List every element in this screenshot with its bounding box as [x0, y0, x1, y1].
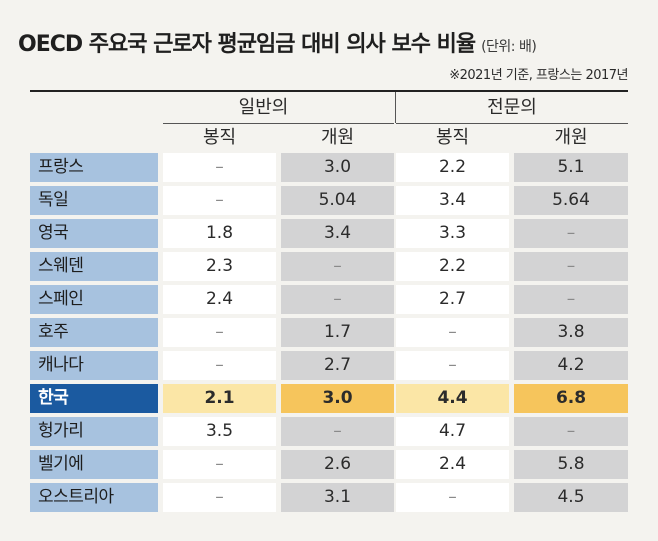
empty-dash: – — [448, 355, 457, 375]
table-row: 한국 2.1 3.0 4.4 6.8 — [30, 384, 628, 413]
empty-dash: – — [215, 190, 224, 210]
table-title: OECD 주요국 근로자 평균임금 대비 의사 보수 비율 — [18, 32, 476, 57]
table-row: 헝가리 3.5 – 4.7 – — [30, 417, 628, 446]
empty-dash: – — [333, 421, 342, 441]
value-cell: 4.4 — [396, 384, 509, 413]
value-cell: – — [163, 186, 276, 215]
value-cell: – — [514, 417, 628, 446]
country-name: 독일 — [30, 186, 158, 215]
value-cell: 5.8 — [514, 450, 628, 479]
empty-dash: – — [333, 256, 342, 276]
value-cell: 4.2 — [514, 351, 628, 380]
country-name: 헝가리 — [30, 417, 158, 446]
value-cell: 4.7 — [396, 417, 509, 446]
value-cell: – — [163, 351, 276, 380]
value-cell: 1.8 — [163, 219, 276, 248]
value-cell: 2.7 — [281, 351, 394, 380]
group-underline-general — [163, 123, 394, 124]
value-cell: – — [514, 252, 628, 281]
value-cell: 3.0 — [281, 153, 394, 182]
country-name: 한국 — [30, 384, 158, 413]
value-cell: 2.4 — [396, 450, 509, 479]
value-cell: 3.4 — [281, 219, 394, 248]
value-cell: 5.64 — [514, 186, 628, 215]
empty-dash: – — [215, 487, 224, 507]
country-name: 호주 — [30, 318, 158, 347]
subheader-general-employed: 봉직 — [202, 127, 237, 148]
table-row: 벨기에 – 2.6 2.4 5.8 — [30, 450, 628, 479]
empty-dash: – — [215, 322, 224, 342]
value-cell: 5.04 — [281, 186, 394, 215]
table-row: 캐나다 – 2.7 – 4.2 — [30, 351, 628, 380]
value-cell: – — [163, 483, 276, 512]
value-cell: 3.0 — [281, 384, 394, 413]
footnote: ※2021년 기준, 프랑스는 2017년 — [449, 68, 628, 83]
empty-dash: – — [333, 289, 342, 309]
table-row: 독일 – 5.04 3.4 5.64 — [30, 186, 628, 215]
value-cell: 2.3 — [163, 252, 276, 281]
group-header-specialist: 전문의 — [487, 97, 537, 118]
value-cell: 3.8 — [514, 318, 628, 347]
value-cell: 3.5 — [163, 417, 276, 446]
empty-dash: – — [215, 454, 224, 474]
value-cell: – — [396, 483, 509, 512]
value-cell: – — [163, 153, 276, 182]
data-table: 프랑스 –3.0 2.2 5.1 독일 –5.04 3.4 5.64 영국 1.8 3.4 3.3– 스… — [30, 153, 628, 516]
title-area: OECD 주요국 근로자 평균임금 대비 의사 보수 비율 (단위: 배) — [18, 26, 642, 62]
value-cell: – — [281, 252, 394, 281]
value-cell: 6.8 — [514, 384, 628, 413]
subheader-specialist-practice: 개원 — [554, 127, 588, 148]
value-cell: – — [163, 450, 276, 479]
subheader-general-practice: 개원 — [320, 127, 355, 148]
value-cell: – — [396, 318, 509, 347]
table-row: 오스트리아 – 3.1 – 4.5 — [30, 483, 628, 512]
country-name: 스페인 — [30, 285, 158, 314]
country-name: 오스트리아 — [30, 483, 158, 512]
unit-label: (단위: 배) — [481, 39, 537, 55]
country-name: 캐나다 — [30, 351, 158, 380]
table-row: 스웨덴 2.3 – 2.2 – — [30, 252, 628, 281]
value-cell: 5.1 — [514, 153, 628, 182]
value-cell: – — [163, 318, 276, 347]
empty-dash: – — [566, 289, 576, 309]
value-cell: – — [281, 285, 394, 314]
value-cell: 3.3 — [396, 219, 509, 248]
value-cell: 3.4 — [396, 186, 509, 215]
empty-dash: – — [448, 487, 457, 507]
country-name: 프랑스 — [30, 153, 158, 182]
empty-dash: – — [215, 355, 224, 375]
empty-dash: – — [448, 322, 457, 342]
table-row: 영국 1.8 3.4 3.3 – — [30, 219, 628, 248]
country-name: 스웨덴 — [30, 252, 158, 281]
top-rule — [30, 90, 628, 92]
empty-dash: – — [566, 421, 576, 441]
table-row: 프랑스 – 3.0 2.2 5.1 — [30, 153, 628, 182]
country-name: 영국 — [30, 219, 158, 248]
empty-dash: – — [566, 256, 576, 276]
country-name: 벨기에 — [30, 450, 158, 479]
value-cell: 2.2 — [396, 252, 509, 281]
group-header-general: 일반의 — [238, 97, 289, 118]
table-row: 스페인 2.4 – 2.7 – — [30, 285, 628, 314]
value-cell: – — [514, 285, 628, 314]
value-cell: 2.6 — [281, 450, 394, 479]
subheader-specialist-employed: 봉직 — [435, 127, 470, 148]
value-cell: 3.1 — [281, 483, 394, 512]
value-cell: 2.1 — [163, 384, 276, 413]
value-cell: 2.2 — [396, 153, 509, 182]
value-cell: 2.4 — [163, 285, 276, 314]
value-cell: – — [396, 351, 509, 380]
group-underline-specialist — [396, 123, 628, 124]
value-cell: – — [514, 219, 628, 248]
value-cell: 2.7 — [396, 285, 509, 314]
value-cell: 4.5 — [514, 483, 628, 512]
value-cell: – — [281, 417, 394, 446]
group-separator — [395, 92, 396, 123]
table-row: 호주 – 1.7 – 3.8 — [30, 318, 628, 347]
value-cell: 1.7 — [281, 318, 394, 347]
empty-dash: – — [566, 223, 576, 243]
empty-dash: – — [215, 157, 224, 177]
